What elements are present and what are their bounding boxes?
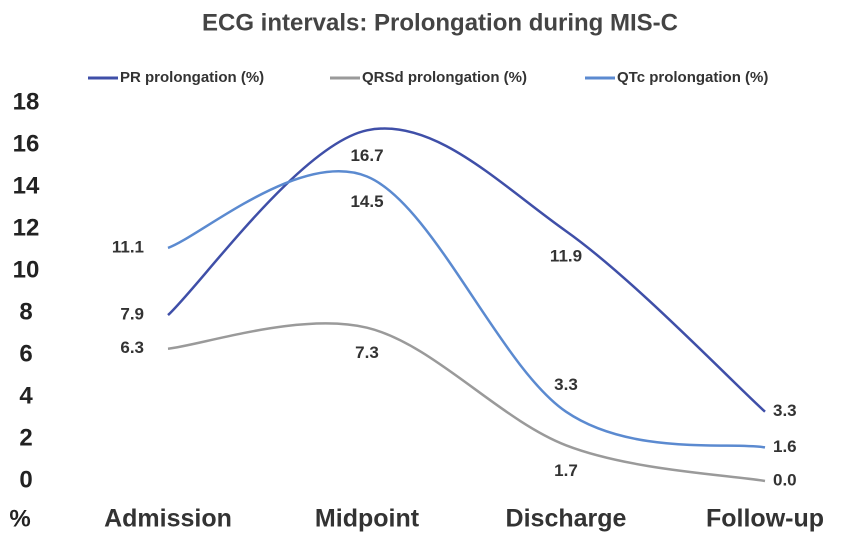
data-label: 11.9 [550, 247, 582, 266]
x-tick-label: Admission [104, 505, 232, 533]
data-label: 3.3 [773, 401, 797, 420]
series-line [167, 322, 766, 483]
y-tick-label: 16 [13, 130, 40, 157]
legend-label: QRSd prolongation (%) [362, 69, 527, 86]
x-tick-label: Discharge [506, 505, 627, 533]
data-label: 7.3 [355, 343, 379, 362]
y-tick-label: 14 [13, 172, 40, 199]
series-line [167, 127, 766, 413]
data-label: 14.5 [350, 192, 383, 211]
data-label: 1.7 [554, 461, 578, 480]
data-label: 0.0 [773, 470, 797, 489]
data-label: 3.3 [554, 375, 578, 394]
x-tick-label: Midpoint [315, 505, 420, 533]
y-tick-label: 0 [19, 466, 32, 493]
y-tick-label: 4 [19, 382, 33, 409]
y-tick-label: 8 [19, 298, 32, 325]
data-label: 7.9 [120, 305, 144, 324]
data-label: 11.1 [112, 237, 144, 256]
series-line [167, 169, 766, 449]
y-tick-label: 12 [13, 214, 40, 241]
y-axis-label: % [9, 505, 30, 532]
x-tick-label: Follow-up [706, 505, 824, 533]
y-tick-label: 6 [19, 340, 32, 367]
legend-label: PR prolongation (%) [120, 69, 264, 86]
data-label: 1.6 [773, 437, 797, 456]
y-tick-label: 2 [19, 424, 32, 451]
data-label: 6.3 [120, 338, 144, 357]
y-tick-label: 10 [13, 256, 40, 283]
chart-title: ECG intervals: Prolongation during MIS-C [202, 9, 678, 36]
legend-label: QTc prolongation (%) [617, 69, 768, 86]
y-tick-label: 18 [13, 88, 40, 115]
data-label: 16.7 [350, 146, 383, 165]
